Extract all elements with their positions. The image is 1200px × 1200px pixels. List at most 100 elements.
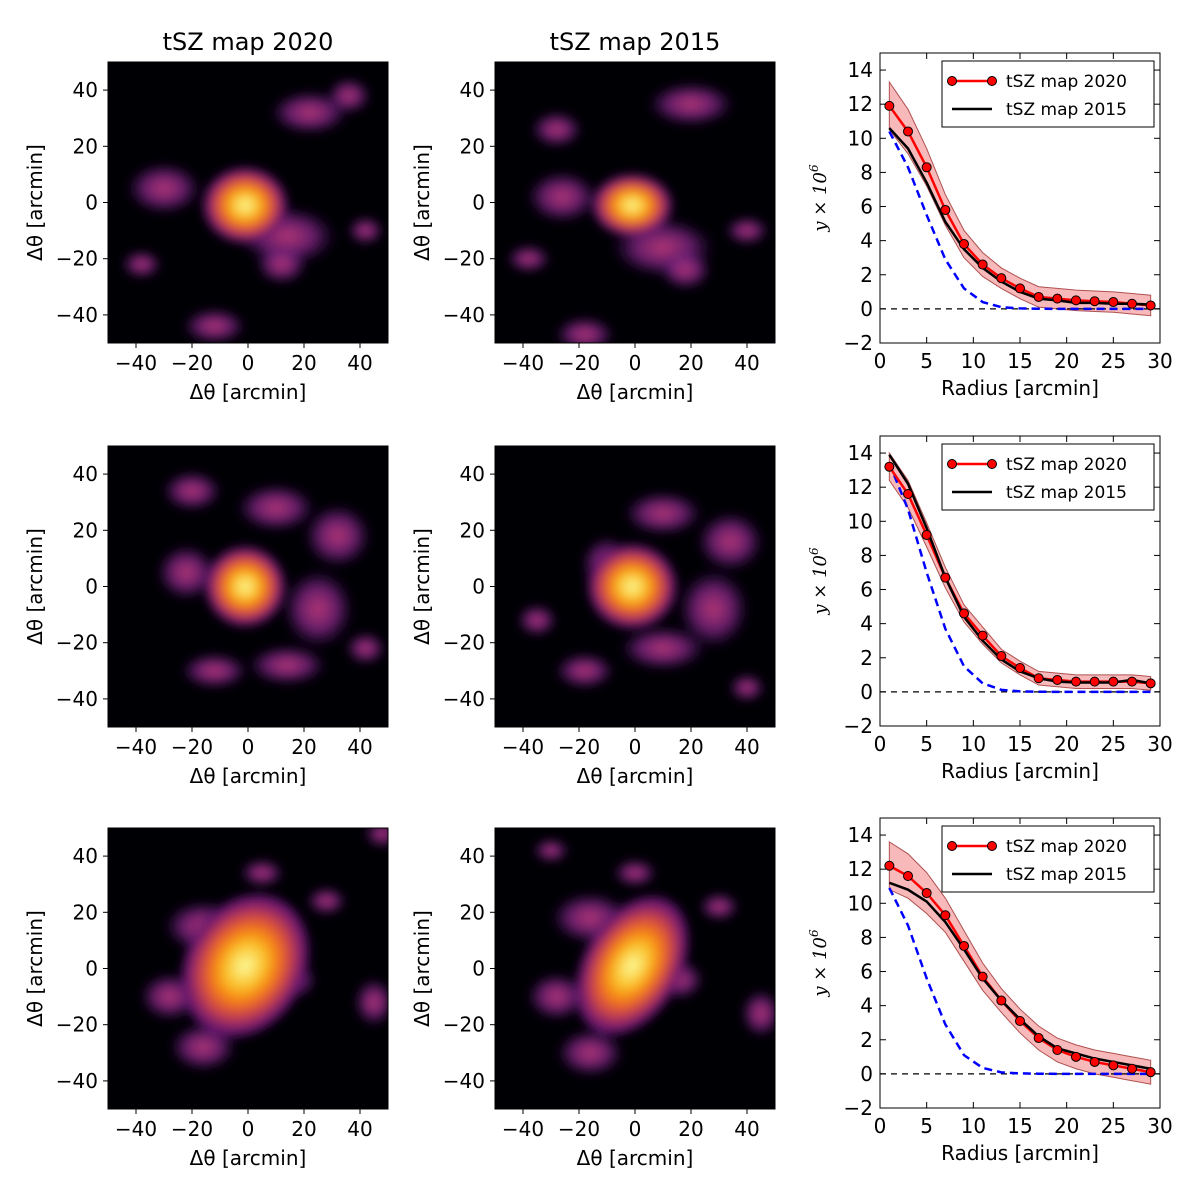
data-point-2020 <box>977 630 988 641</box>
x-axis-label: Δθ [arcmin] <box>577 380 694 404</box>
y-tick-label: 0 <box>472 575 485 599</box>
data-point-2020 <box>921 888 932 899</box>
y-tick-label: 14 <box>848 58 873 82</box>
x-tick-label: −20 <box>171 735 213 759</box>
y-tick-label: 0 <box>472 957 485 981</box>
cluster-core <box>181 894 309 1037</box>
emission-blob <box>741 989 775 1038</box>
x-tick-label: 5 <box>920 1114 933 1138</box>
y-tick-label: 0 <box>85 957 98 981</box>
y-tick-label: 12 <box>848 857 873 881</box>
x-tick-label: 15 <box>1007 732 1032 756</box>
x-tick-label: 0 <box>874 1114 887 1138</box>
y-tick-label: 12 <box>848 475 873 499</box>
y-axis-label: y × 106 <box>807 547 831 616</box>
cluster-core <box>588 544 677 629</box>
heatmap-panel: −40 −20 0 20 40 40 20 0 −20 −40 Δθ [arcmin] Δθ [arc… <box>23 445 389 788</box>
legend-box <box>941 443 1155 511</box>
legend-label-2020: tSZ map 2020 <box>1006 72 1127 92</box>
emission-blob <box>126 162 202 215</box>
y-axis-label: y × 106 <box>807 929 831 998</box>
emission-blob <box>556 1028 625 1077</box>
y-tick-label: −20 <box>56 1013 98 1037</box>
data-point-2020 <box>1033 1033 1044 1044</box>
data-point-2020 <box>959 608 969 619</box>
y-tick-label: 4 <box>860 994 873 1018</box>
legend-label-2015: tSZ map 2015 <box>1006 100 1127 120</box>
x-tick-label: −40 <box>115 735 157 759</box>
y-tick-label: −2 <box>844 714 873 738</box>
data-point-2020 <box>1052 1045 1063 1055</box>
y-axis-label: Δθ [arcmin] <box>410 910 434 1027</box>
data-point-2020 <box>1145 1067 1156 1078</box>
emission-blob <box>533 838 569 863</box>
legend-label-2015: tSZ map 2015 <box>1006 483 1127 503</box>
y-tick-label: −20 <box>56 247 98 271</box>
x-tick-label: 25 <box>1101 732 1126 756</box>
emission-blob <box>282 568 354 649</box>
y-tick-label: 0 <box>860 680 873 704</box>
data-point-2020 <box>1089 296 1100 307</box>
y-tick-label: −20 <box>443 247 485 271</box>
data-point-2020 <box>977 259 988 270</box>
y-tick-label: −20 <box>443 631 485 655</box>
data-point-2020 <box>1015 283 1025 294</box>
y-tick-label: 2 <box>860 646 873 670</box>
y-tick-label: 40 <box>73 462 98 486</box>
data-point-2020 <box>1052 293 1063 304</box>
y-tick-label: −40 <box>56 687 98 711</box>
emission-blob <box>182 308 247 343</box>
y-axis-label: Δθ [arcmin] <box>23 910 47 1027</box>
y-axis-label-exponent: 6 <box>807 547 821 555</box>
x-tick-label: −20 <box>558 351 600 375</box>
y-tick-label: −40 <box>56 1069 98 1093</box>
legend-box <box>941 60 1155 128</box>
x-tick-label: 20 <box>291 735 316 759</box>
data-point-2020 <box>940 910 951 921</box>
y-tick-label: 10 <box>848 126 873 150</box>
y-axis-label: Δθ [arcmin] <box>410 528 434 645</box>
heatmap-panel: −40 −20 0 20 40 40 20 0 −20 −40 Δθ [arcmin] Δθ [arc… <box>410 445 776 788</box>
legend-label-2020: tSZ map 2020 <box>1006 455 1127 475</box>
y-tick-label: −20 <box>443 1013 485 1037</box>
x-tick-label: 20 <box>1054 732 1079 756</box>
x-tick-label: 40 <box>734 1117 759 1141</box>
y-tick-label: 10 <box>848 509 873 533</box>
y-axis-label-base: y × 10 <box>810 937 831 998</box>
emission-blob <box>526 972 587 1021</box>
y-tick-label: 0 <box>860 1062 873 1086</box>
emission-blob <box>554 652 615 689</box>
x-tick-label: 10 <box>961 1114 986 1138</box>
y-tick-label: 40 <box>460 462 485 486</box>
x-axis-label: Radius [arcmin] <box>941 376 1099 400</box>
emission-blob <box>345 632 386 665</box>
y-tick-label: 6 <box>860 578 873 602</box>
x-tick-label: 10 <box>961 349 986 373</box>
legend: tSZ map 2020 tSZ map 2015 <box>941 443 1155 511</box>
y-tick-label: 6 <box>860 960 873 984</box>
data-point-2020 <box>1089 1056 1100 1067</box>
x-tick-label: 0 <box>242 1117 255 1141</box>
emission-blob <box>659 249 712 290</box>
x-tick-label: 40 <box>347 351 372 375</box>
data-point-2020 <box>996 273 1007 284</box>
data-point-2020 <box>884 100 895 111</box>
cluster-core <box>203 167 287 243</box>
x-tick-label: 30 <box>1147 732 1172 756</box>
emission-blob <box>530 111 583 148</box>
data-point-2020 <box>1127 676 1137 687</box>
x-tick-label: 40 <box>347 1117 372 1141</box>
y-axis-label: y × 106 <box>807 164 831 233</box>
data-point-2020 <box>1015 1016 1025 1026</box>
y-tick-label: 20 <box>460 900 485 924</box>
y-tick-label: 6 <box>860 195 873 219</box>
x-tick-label: 0 <box>629 351 642 375</box>
emission-blob <box>729 673 765 702</box>
x-tick-label: 5 <box>920 732 933 756</box>
x-axis-label: Δθ [arcmin] <box>190 380 307 404</box>
emission-blob <box>326 77 371 114</box>
emission-blob <box>554 316 615 343</box>
emission-blob <box>347 216 384 245</box>
x-axis-label: Δθ [arcmin] <box>577 764 694 788</box>
